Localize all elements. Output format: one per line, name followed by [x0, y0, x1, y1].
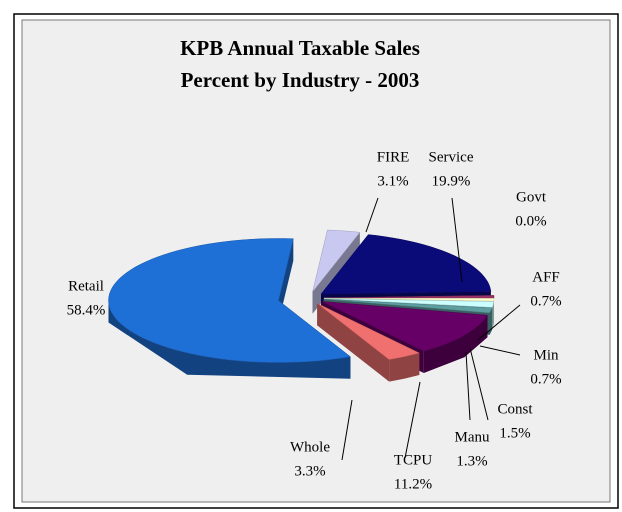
- chart-subtitle: Percent by Industry - 2003: [181, 68, 420, 92]
- slice-label: Govt: [516, 189, 547, 205]
- slice-top: [317, 303, 421, 360]
- leader-line: [465, 351, 471, 421]
- slice-label: FIRE: [377, 149, 410, 165]
- slice-label: TCPU: [394, 452, 433, 468]
- slice-top: [321, 301, 488, 352]
- slice-side: [423, 315, 488, 373]
- slice-label: Whole: [290, 439, 330, 455]
- value-label: 3.3%: [294, 463, 325, 479]
- value-label: 1.3%: [456, 453, 487, 469]
- value-label: 19.9%: [432, 173, 471, 189]
- leader-line: [451, 197, 463, 283]
- slice-label: AFF: [532, 269, 560, 285]
- slice-wall: [278, 238, 294, 323]
- value-label: 1.5%: [499, 425, 530, 441]
- slice-top: [323, 297, 495, 302]
- slice-side: [492, 301, 494, 330]
- slice-label: Service: [429, 149, 474, 165]
- slice-side: [389, 353, 420, 382]
- slice-top: [323, 298, 493, 314]
- slice-wall: [317, 303, 390, 382]
- slice-top: [312, 229, 361, 292]
- slice-label: Manu: [455, 429, 490, 445]
- slice-label: Const: [497, 401, 533, 417]
- leader-line: [479, 345, 521, 356]
- slice-top: [323, 295, 495, 299]
- leader-line: [404, 381, 421, 459]
- value-label: 0.0%: [515, 213, 546, 229]
- leader-line: [477, 304, 521, 341]
- slice-top: [320, 234, 492, 295]
- slice-label: Min: [533, 347, 559, 363]
- leader-line: [469, 347, 489, 421]
- slice: [108, 238, 352, 379]
- leader-line: [341, 399, 353, 461]
- value-label: 58.4%: [67, 302, 106, 318]
- slice: [317, 303, 421, 382]
- slice-top: [323, 298, 494, 308]
- value-label: 3.1%: [377, 173, 408, 189]
- leader-line: [365, 197, 379, 233]
- value-label: 0.7%: [530, 371, 561, 387]
- slice-top: [108, 238, 352, 363]
- value-label: 11.2%: [394, 476, 432, 492]
- slice-side: [108, 300, 351, 379]
- value-label: 0.7%: [530, 293, 561, 309]
- plot-area: [21, 19, 611, 503]
- slice-label: Retail: [68, 278, 104, 294]
- chart-title: KPB Annual Taxable Sales: [180, 36, 420, 60]
